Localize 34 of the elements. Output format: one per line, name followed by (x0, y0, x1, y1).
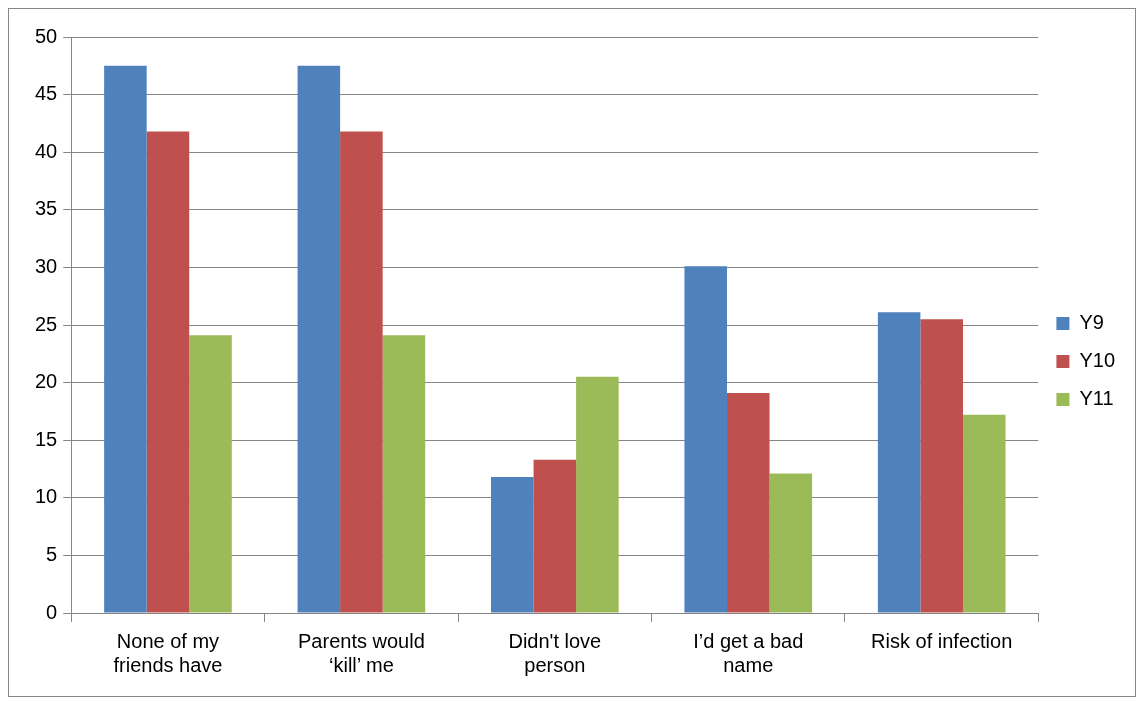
bar (382, 335, 426, 613)
bar (297, 65, 341, 613)
y-tick-label: 25 (35, 312, 58, 335)
y-tick-label: 20 (35, 370, 58, 393)
y-tick-label: 35 (35, 197, 58, 220)
legend-label: Y9 (1079, 311, 1104, 334)
y-tick-label: 0 (46, 600, 58, 623)
bar (726, 392, 770, 613)
legend-label: Y11 (1079, 387, 1114, 410)
x-tick-label: Parents would ‘kill’ me (298, 629, 425, 676)
y-tick-label: 45 (35, 82, 58, 105)
y-tick-label: 50 (35, 24, 58, 47)
bar (340, 131, 383, 613)
bar (877, 312, 921, 613)
bar (769, 473, 813, 613)
bar (576, 376, 619, 613)
bar (962, 414, 1006, 613)
bar (491, 477, 534, 613)
bar (146, 131, 190, 613)
bar (533, 459, 577, 613)
x-tick-label: Risk of infection (871, 629, 1013, 652)
bar (920, 319, 963, 613)
x-tick-label: I’d get a bad name (693, 629, 804, 676)
y-tick-label: 40 (35, 139, 58, 162)
x-tick-label: Didn't love person (508, 629, 602, 676)
bar (104, 65, 147, 613)
bar (684, 266, 727, 613)
x-tick-label: None of my friends have (113, 629, 223, 676)
y-tick-label: 30 (35, 254, 58, 277)
legend-label: Y10 (1079, 349, 1116, 372)
bar (189, 335, 232, 613)
y-tick-label: 10 (35, 485, 58, 508)
y-tick-label: 5 (46, 542, 58, 565)
y-tick-label: 15 (35, 427, 58, 450)
